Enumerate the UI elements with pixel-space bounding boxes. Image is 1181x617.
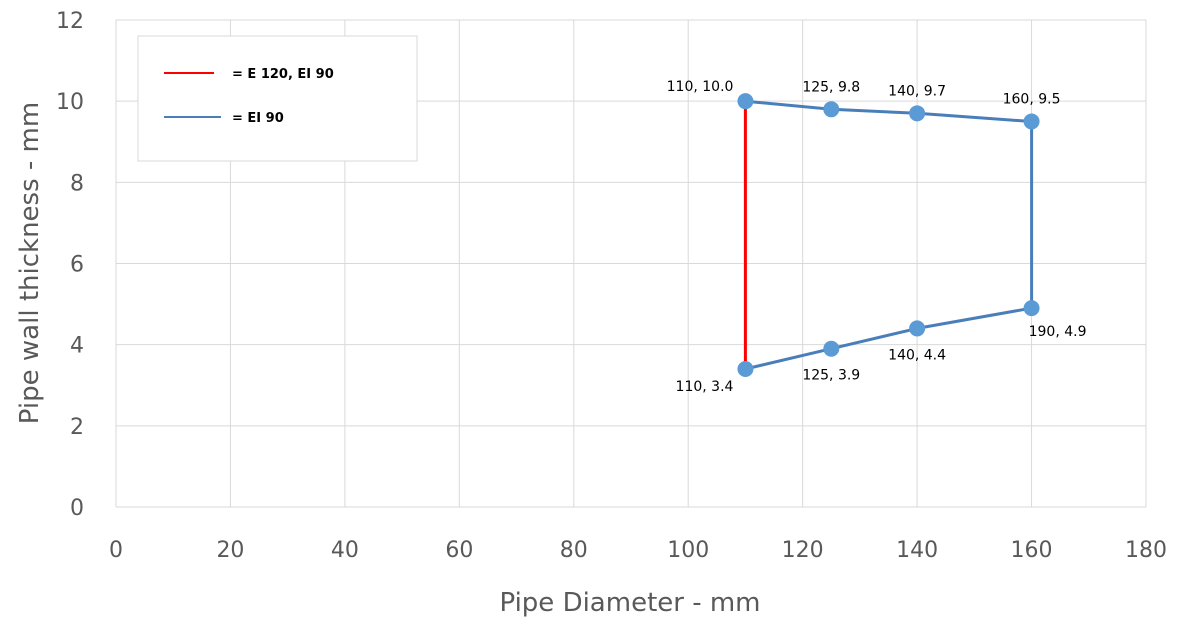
x-tick-label: 40 — [331, 538, 359, 563]
y-tick-label: 8 — [70, 171, 84, 196]
y-tick-label: 4 — [70, 334, 84, 359]
data-label: 110, 10.0 — [667, 79, 734, 95]
data-label: 190, 4.9 — [1029, 324, 1087, 340]
x-tick-label: 60 — [445, 538, 473, 563]
data-point-marker — [737, 361, 754, 378]
x-tick-label: 80 — [560, 538, 588, 563]
x-tick-label: 160 — [1011, 538, 1053, 563]
y-tick-label: 10 — [56, 90, 84, 115]
x-tick-label: 0 — [109, 538, 123, 563]
data-labels: 110, 10.0 125, 9.8 140, 9.7 160, 9.5 190, 4.… — [667, 79, 1087, 395]
data-point-marker — [823, 340, 840, 357]
tick-labels: 0 20 40 60 80 100 120 140 160 180 0 2 4 6 8 10 12 — [56, 9, 1167, 563]
x-tick-label: 180 — [1125, 538, 1167, 563]
x-tick-label: 120 — [782, 538, 824, 563]
data-point-marker — [909, 320, 926, 337]
legend-box — [137, 35, 418, 162]
x-tick-label: 140 — [896, 538, 938, 563]
y-tick-label: 12 — [56, 9, 84, 34]
data-label: 160, 9.5 — [1003, 91, 1061, 107]
x-axis-label: Pipe Diameter - mm — [499, 588, 760, 617]
data-point-marker — [823, 101, 840, 118]
series-lines — [743, 99, 1034, 371]
legend-label-ei90: = EI 90 — [232, 111, 284, 126]
data-label: 125, 3.9 — [802, 368, 860, 384]
legend-label-e120-ei90: = E 120, EI 90 — [232, 67, 334, 82]
y-tick-label: 0 — [70, 496, 84, 521]
y-axis-label: Pipe wall thickness - mm — [15, 102, 45, 424]
data-markers — [737, 93, 1040, 378]
data-point-marker — [909, 105, 926, 122]
data-point-marker — [737, 93, 754, 110]
data-label: 125, 9.8 — [802, 79, 860, 95]
data-point-marker — [1023, 113, 1040, 130]
y-tick-label: 2 — [70, 415, 84, 440]
x-tick-label: 20 — [216, 538, 244, 563]
data-label: 110, 3.4 — [676, 379, 734, 395]
legend: = E 120, EI 90 = EI 90 — [137, 35, 418, 162]
series-line-ei90 — [745, 99, 1034, 371]
y-tick-label: 6 — [70, 253, 84, 278]
data-point-marker — [1023, 300, 1040, 317]
grid — [115, 19, 1147, 508]
data-label: 140, 9.7 — [888, 83, 946, 99]
x-tick-label: 100 — [667, 538, 709, 563]
data-label: 140, 4.4 — [888, 347, 946, 363]
